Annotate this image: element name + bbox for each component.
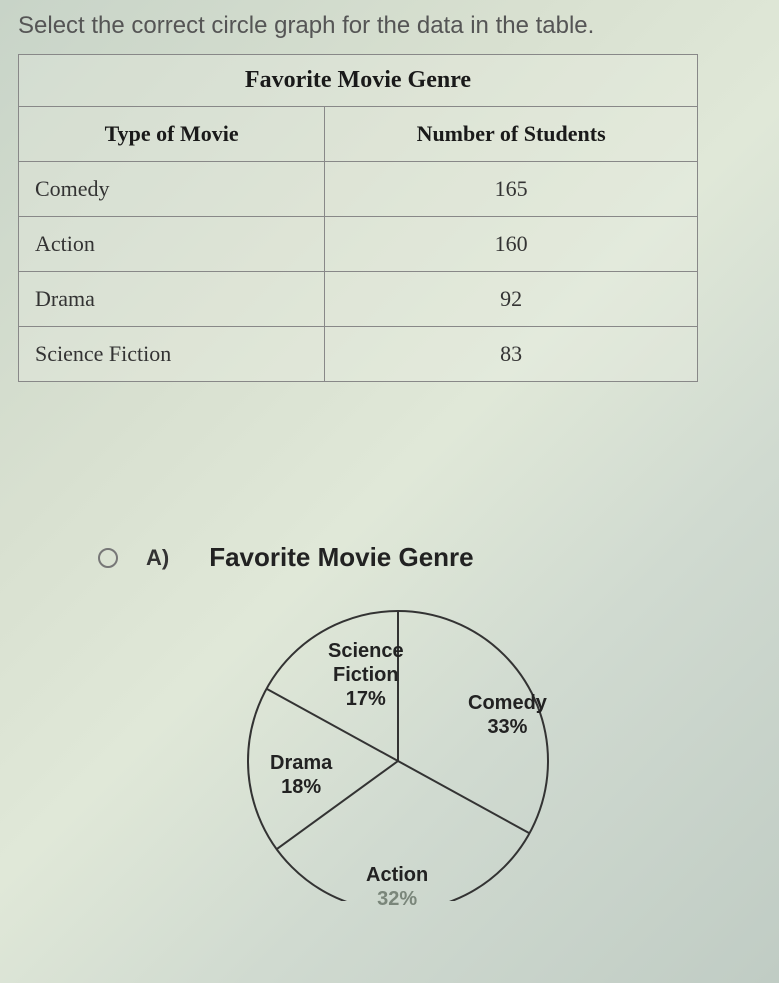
cell-count: 160 xyxy=(325,217,698,272)
table-row: Action 160 xyxy=(19,217,698,272)
pie-chart: Comedy33%Action32%Drama18%ScienceFiction… xyxy=(218,601,578,901)
answer-option-a[interactable]: A) Favorite Movie Genre xyxy=(98,542,761,573)
cell-type: Action xyxy=(19,217,325,272)
table-row: Drama 92 xyxy=(19,272,698,327)
data-table: Favorite Movie Genre Type of Movie Numbe… xyxy=(18,54,698,382)
cell-type: Drama xyxy=(19,272,325,327)
pie-slice-label: Comedy33% xyxy=(468,691,547,739)
table-row: Science Fiction 83 xyxy=(19,327,698,382)
cell-count: 92 xyxy=(325,272,698,327)
pie-chart-title: Favorite Movie Genre xyxy=(209,542,473,573)
cell-type: Comedy xyxy=(19,162,325,217)
cell-type: Science Fiction xyxy=(19,327,325,382)
radio-icon[interactable] xyxy=(98,548,118,568)
col-header-type: Type of Movie xyxy=(19,107,325,162)
col-header-count: Number of Students xyxy=(325,107,698,162)
cell-count: 165 xyxy=(325,162,698,217)
pie-slice-label: Action32% xyxy=(366,863,428,911)
pie-slice-label: Drama18% xyxy=(270,751,332,799)
cell-count: 83 xyxy=(325,327,698,382)
option-letter: A) xyxy=(146,545,169,571)
table-row: Comedy 165 xyxy=(19,162,698,217)
question-prompt: Select the correct circle graph for the … xyxy=(18,12,761,40)
pie-slice-label: ScienceFiction17% xyxy=(328,639,404,711)
table-title: Favorite Movie Genre xyxy=(19,55,698,107)
